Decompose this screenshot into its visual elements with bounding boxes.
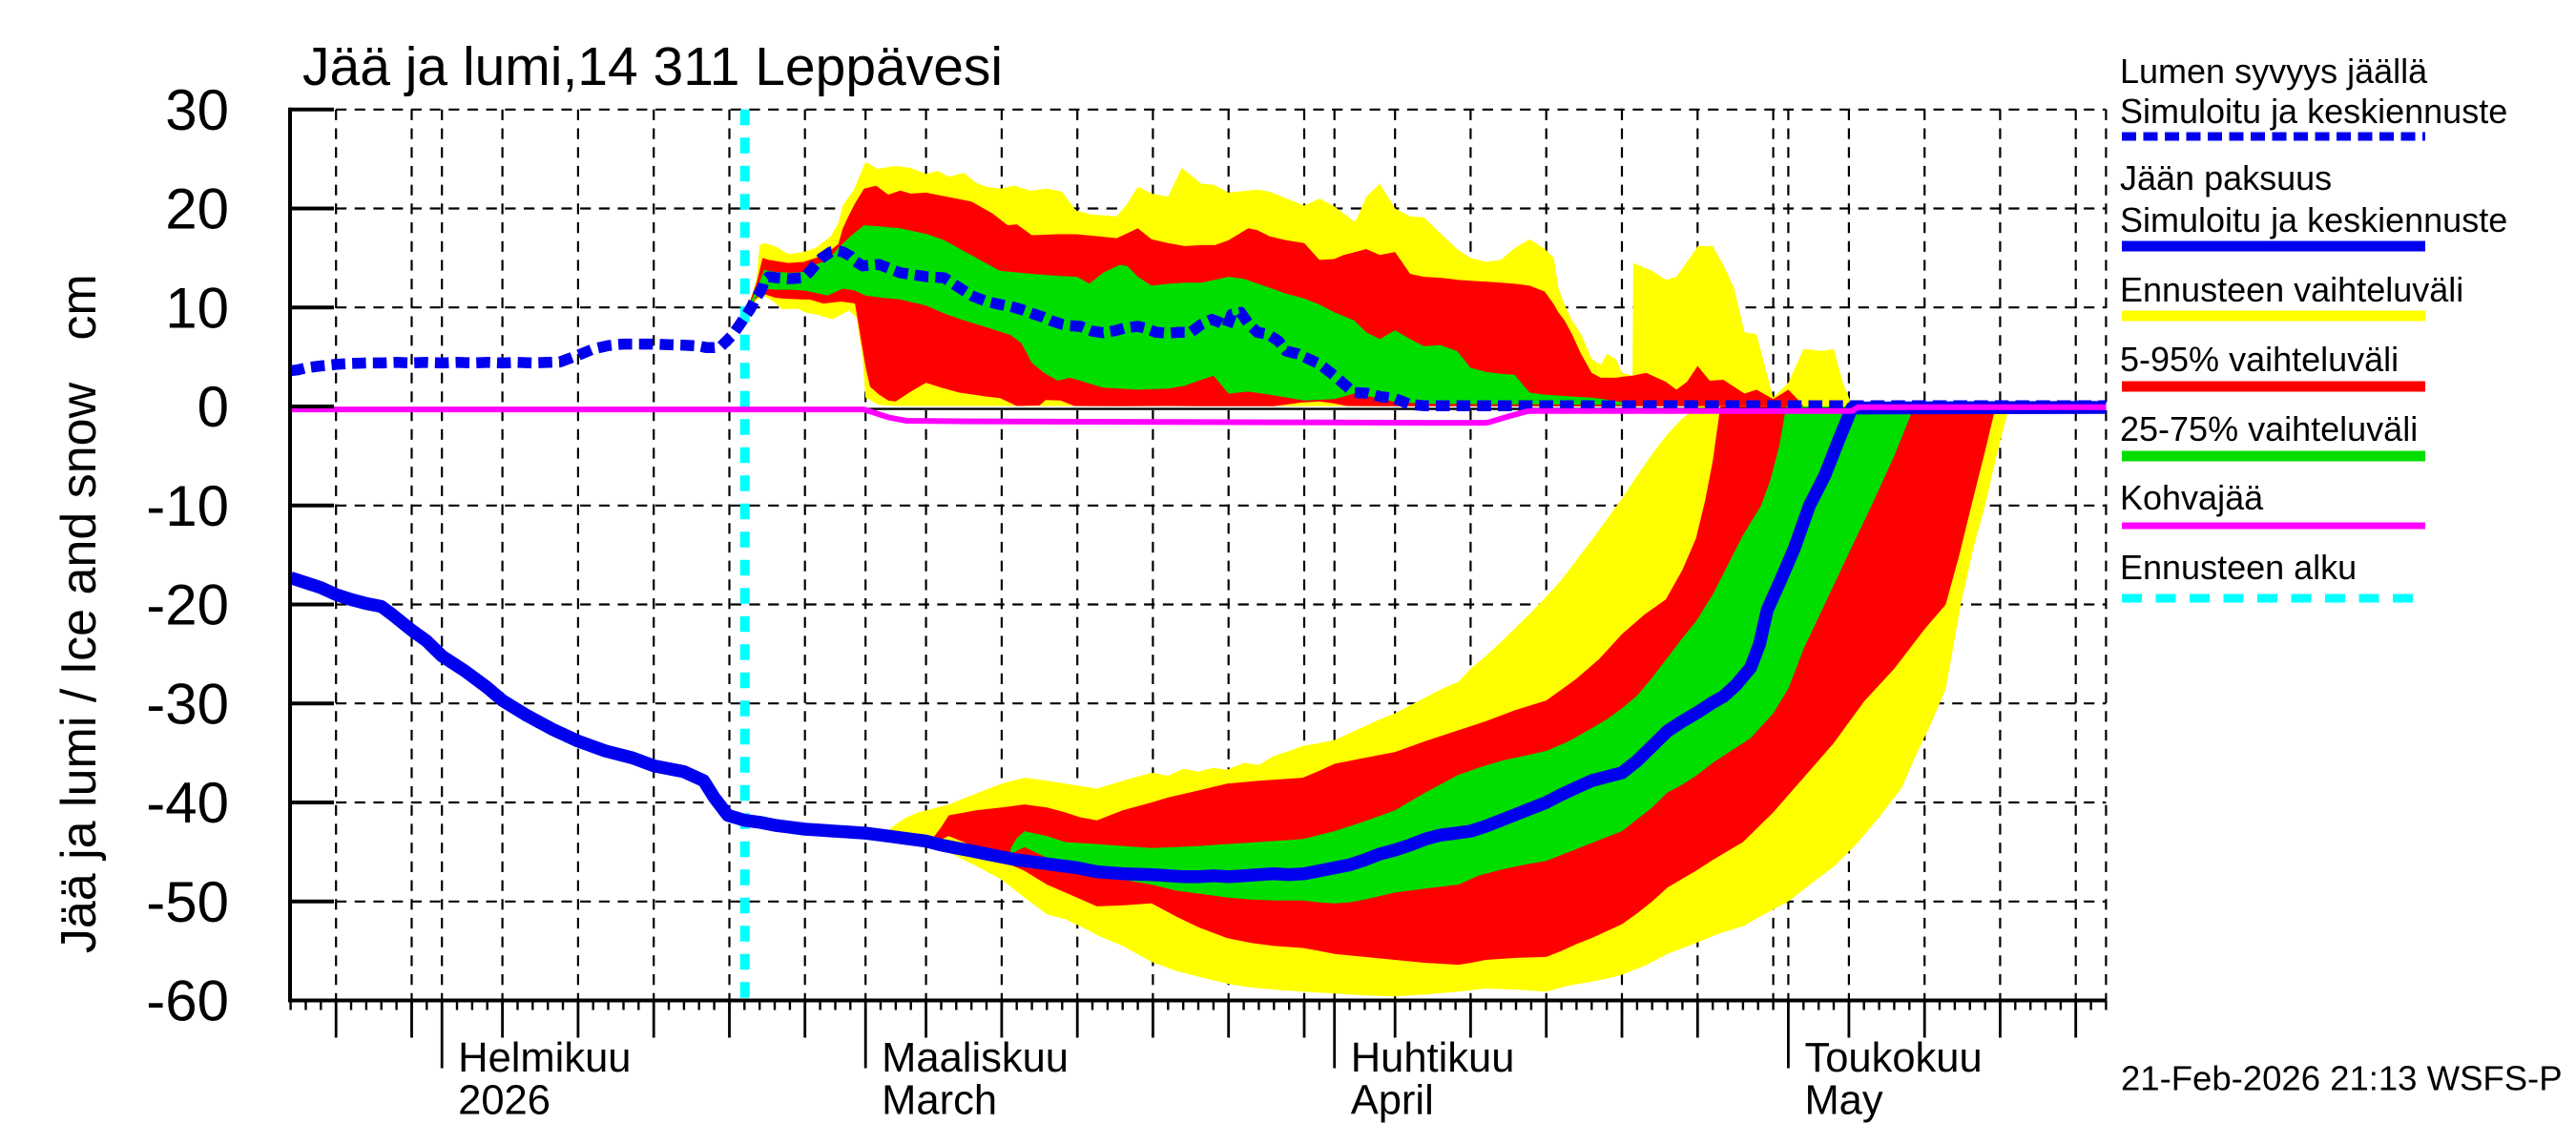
svg-text:Jää ja lumi / Ice and snow: Jää ja lumi / Ice and snow: [52, 382, 107, 953]
svg-text:20: 20: [165, 177, 229, 241]
svg-text:5-95% vaihteluväli: 5-95% vaihteluväli: [2120, 340, 2399, 379]
svg-text:-10: -10: [146, 474, 229, 538]
svg-text:cm: cm: [52, 274, 107, 340]
svg-text:May: May: [1804, 1078, 1882, 1124]
svg-text:Jää ja lumi,14 311 Leppävesi: Jää ja lumi,14 311 Leppävesi: [302, 36, 1003, 97]
svg-text:Lumen syvyys jäällä: Lumen syvyys jäällä: [2120, 52, 2428, 91]
svg-text:0: 0: [197, 375, 229, 439]
svg-text:Ennusteen vaihteluväli: Ennusteen vaihteluväli: [2120, 270, 2463, 309]
svg-text:-50: -50: [146, 870, 229, 934]
svg-text:Ennusteen alku: Ennusteen alku: [2120, 548, 2357, 587]
svg-text:April: April: [1351, 1078, 1434, 1124]
svg-text:March: March: [882, 1078, 997, 1124]
svg-text:2026: 2026: [458, 1078, 551, 1124]
svg-text:Maaliskuu: Maaliskuu: [882, 1035, 1069, 1081]
svg-text:Simuloitu ja keskiennuste: Simuloitu ja keskiennuste: [2120, 92, 2507, 131]
svg-text:Simuloitu ja keskiennuste: Simuloitu ja keskiennuste: [2120, 200, 2507, 239]
svg-text:Helmikuu: Helmikuu: [458, 1035, 631, 1081]
svg-text:Jään paksuus: Jään paksuus: [2120, 158, 2332, 198]
svg-text:30: 30: [165, 78, 229, 142]
svg-text:21-Feb-2026 21:13 WSFS-P: 21-Feb-2026 21:13 WSFS-P: [2121, 1059, 2563, 1098]
svg-text:-40: -40: [146, 771, 229, 835]
svg-text:-60: -60: [146, 969, 229, 1033]
svg-text:Kohvajää: Kohvajää: [2120, 478, 2264, 517]
svg-text:-30: -30: [146, 672, 229, 736]
svg-text:Huhtikuu: Huhtikuu: [1351, 1035, 1515, 1081]
svg-text:25-75% vaihteluväli: 25-75% vaihteluväli: [2120, 409, 2418, 448]
svg-text:Toukokuu: Toukokuu: [1804, 1035, 1982, 1081]
svg-text:-20: -20: [146, 573, 229, 637]
svg-text:10: 10: [165, 276, 229, 340]
